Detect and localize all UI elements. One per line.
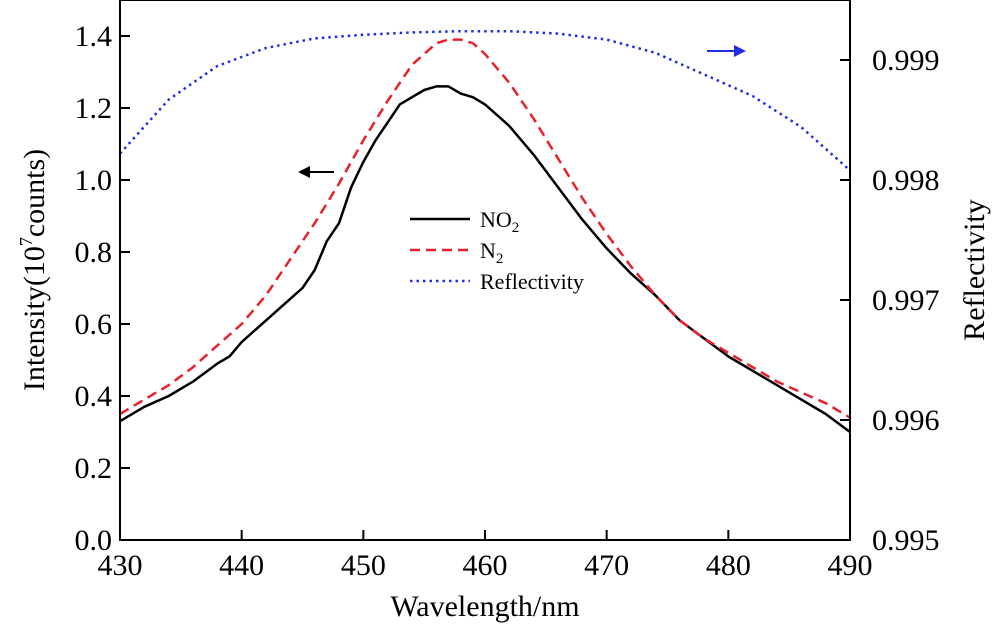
legend-label-n2: N2 bbox=[480, 238, 503, 267]
x-tick-label-4: 470 bbox=[584, 549, 629, 582]
x-tick-label-5: 480 bbox=[706, 549, 751, 582]
y2-tick-label-1: 0.996 bbox=[872, 404, 940, 437]
series-line-n2 bbox=[119, 38, 851, 419]
x-axis-title: Wavelength/nm bbox=[390, 590, 579, 623]
y-axis-title-main: Intensity(10 bbox=[18, 246, 51, 391]
legend: NO2 N2 Reflectivity bbox=[410, 207, 584, 294]
x-tick-label-0: 430 bbox=[98, 549, 143, 582]
y2-tick-label-4: 0.999 bbox=[872, 44, 940, 77]
y-tick-label-3: 0.6 bbox=[75, 308, 113, 341]
y2-tick-label-2: 0.997 bbox=[872, 284, 940, 317]
y-axis-title: Intensity(107counts) bbox=[16, 149, 51, 391]
x-tick-label-1: 440 bbox=[219, 549, 264, 582]
y-tick-label-4: 0.8 bbox=[75, 236, 113, 269]
x-tick-label-3: 460 bbox=[463, 549, 508, 582]
y-axis-title-sup: 7 bbox=[16, 237, 36, 246]
right-axis-arrow bbox=[707, 45, 746, 57]
y-tick-label-2: 0.4 bbox=[75, 380, 113, 413]
y-tick-label-5: 1.0 bbox=[75, 164, 113, 197]
y2-axis-title: Reflectivity bbox=[958, 199, 991, 341]
legend-label-no2-sub: 2 bbox=[512, 220, 520, 236]
legend-label-no2: NO2 bbox=[480, 207, 519, 236]
series-line-reflectivity bbox=[119, 29, 851, 172]
y2-tick-label-0: 0.995 bbox=[872, 524, 940, 557]
y-tick-label-1: 0.2 bbox=[75, 452, 113, 485]
y-tick-label-0: 0.0 bbox=[75, 524, 113, 557]
ticks-layer: 430 440 450 460 470 480 490 0.0 0.2 0.4 0.6 0.8 1.0 1… bbox=[75, 20, 940, 582]
legend-label-reflectivity: Reflectivity bbox=[480, 269, 584, 294]
series-layer bbox=[119, 29, 851, 434]
legend-label-n2-main: N bbox=[480, 238, 496, 263]
x-tick-label-2: 450 bbox=[341, 549, 386, 582]
y2-tick-label-3: 0.998 bbox=[872, 164, 940, 197]
legend-label-no2-main: NO bbox=[480, 207, 512, 232]
y-tick-label-7: 1.4 bbox=[75, 20, 113, 53]
left-axis-arrow bbox=[298, 166, 334, 178]
y-tick-label-6: 1.2 bbox=[75, 92, 113, 125]
legend-label-n2-sub: 2 bbox=[496, 251, 504, 267]
y-axis-title-tail: counts) bbox=[18, 149, 51, 237]
x-tick-label-6: 490 bbox=[828, 549, 873, 582]
